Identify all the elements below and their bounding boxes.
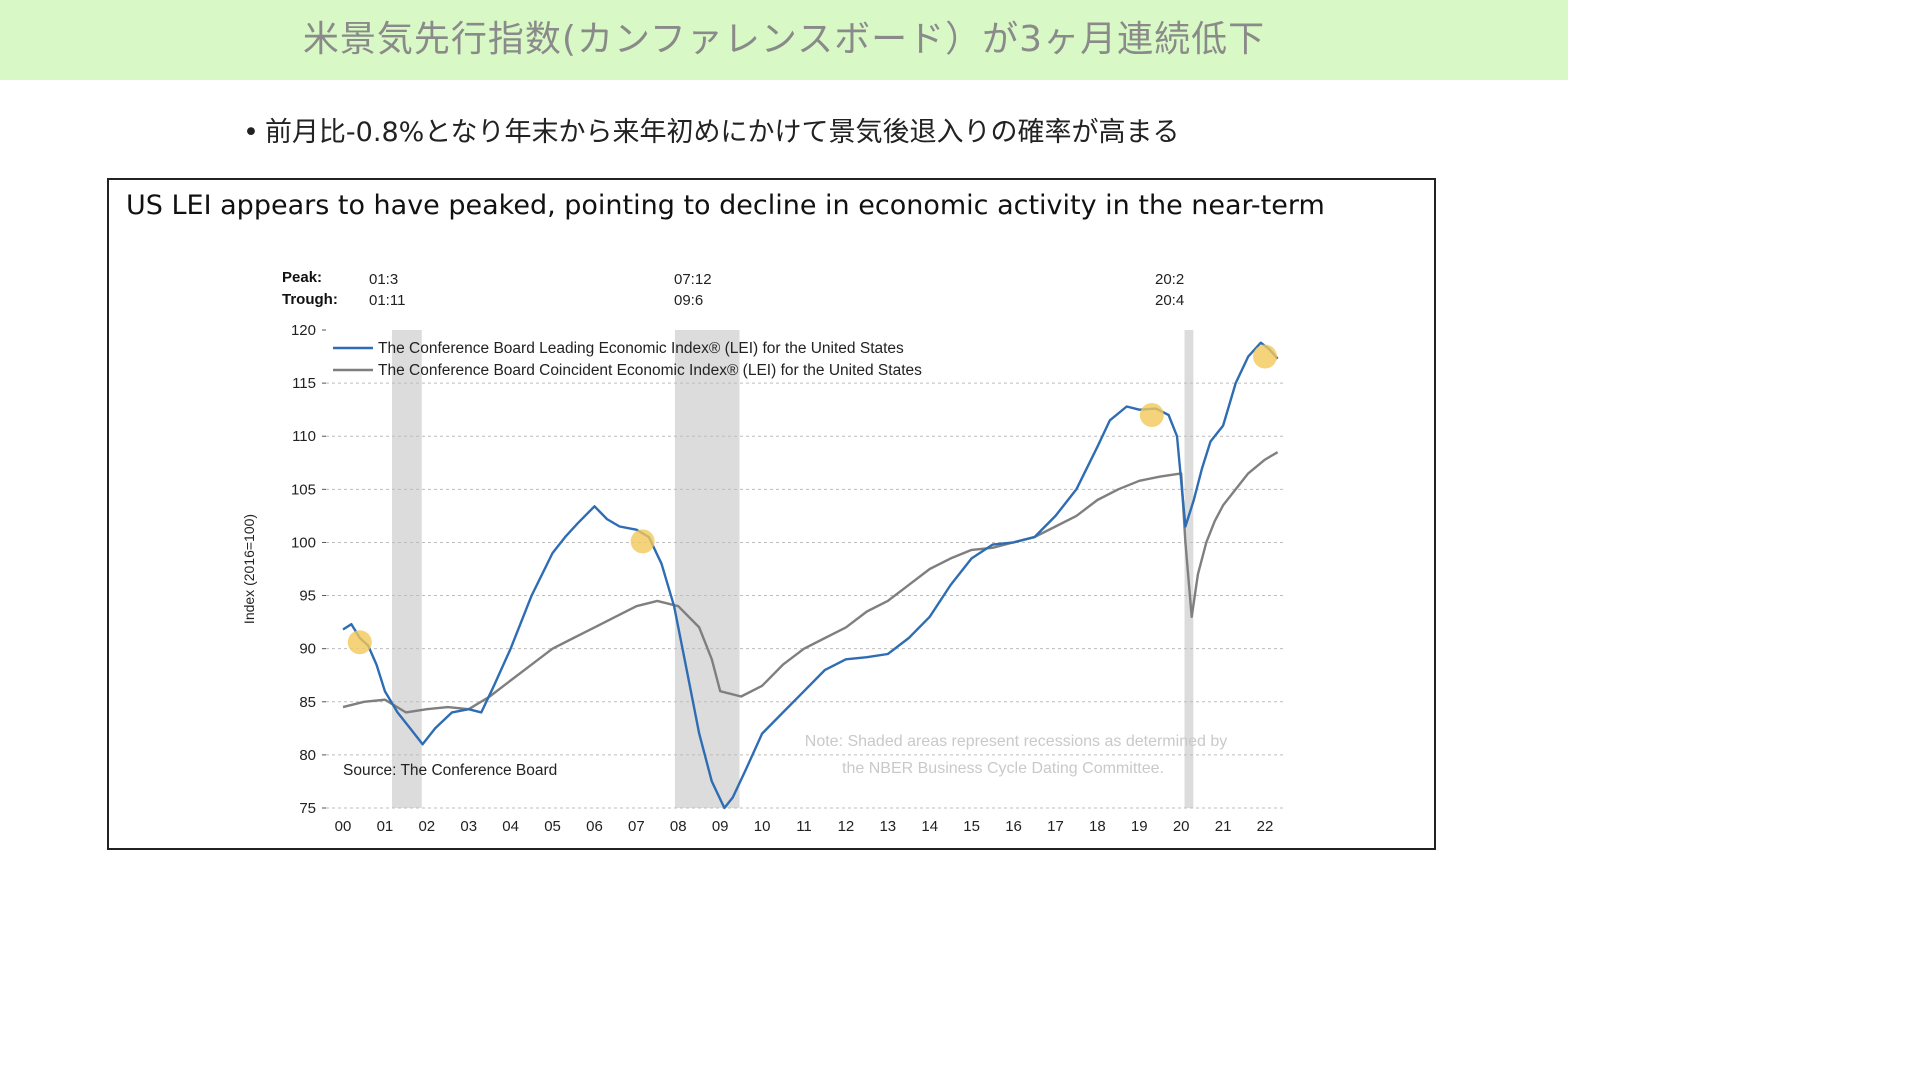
chart-frame bbox=[107, 178, 1436, 850]
slide-title: 米景気先行指数(カンファレンスボード）が3ヶ月連続低下 bbox=[302, 19, 1266, 60]
trough-date: 20:4 bbox=[1155, 292, 1184, 309]
x-tick-label: 16 bbox=[1005, 818, 1022, 835]
peak-label: Peak: bbox=[282, 269, 322, 286]
x-tick-label: 04 bbox=[502, 818, 519, 835]
y-tick-label: 100 bbox=[291, 534, 316, 551]
x-tick-label: 06 bbox=[586, 818, 603, 835]
x-tick-label: 10 bbox=[754, 818, 771, 835]
y-tick-label: 80 bbox=[299, 747, 316, 764]
highlight-marker bbox=[1139, 402, 1164, 427]
x-tick-label: 05 bbox=[544, 818, 561, 835]
bullet-text: 前月比-0.8%となり年末から来年初めにかけて景気後退入りの確率が高まる bbox=[264, 117, 1180, 148]
x-tick-label: 21 bbox=[1215, 818, 1232, 835]
x-tick-label: 01 bbox=[377, 818, 394, 835]
series-line bbox=[342, 451, 1279, 714]
header-banner: 米景気先行指数(カンファレンスボード）が3ヶ月連続低下 bbox=[0, 0, 1568, 80]
legend-entry: The Conference Board Coincident Economic… bbox=[378, 362, 922, 379]
x-tick-label: 02 bbox=[418, 818, 435, 835]
y-tick-label: 95 bbox=[299, 588, 316, 605]
recession-shade bbox=[392, 330, 422, 808]
x-tick-label: 12 bbox=[838, 818, 855, 835]
y-tick-label: 115 bbox=[292, 375, 316, 392]
recession-note: the NBER Business Cycle Dating Committee… bbox=[842, 760, 1164, 777]
highlight-marker bbox=[1253, 344, 1277, 369]
legend-entry: The Conference Board Leading Economic In… bbox=[378, 340, 904, 357]
recession-shade bbox=[674, 330, 740, 808]
x-tick-label: 15 bbox=[963, 818, 980, 835]
trough-date: 09:6 bbox=[674, 292, 703, 309]
highlight-marker bbox=[630, 529, 655, 554]
peak-date: 20:2 bbox=[1155, 271, 1184, 288]
source-note: Source: The Conference Board bbox=[343, 762, 557, 779]
x-tick-label: 03 bbox=[460, 818, 477, 835]
y-tick-label: 75 bbox=[299, 800, 316, 817]
highlight-marker bbox=[347, 630, 372, 655]
x-tick-label: 17 bbox=[1047, 818, 1064, 835]
trough-date: 01:11 bbox=[369, 292, 405, 309]
peak-date: 07:12 bbox=[674, 271, 712, 288]
peak-date: 01:3 bbox=[369, 271, 398, 288]
series-line bbox=[342, 341, 1279, 810]
y-tick-label: 85 bbox=[299, 694, 316, 711]
x-tick-label: 11 bbox=[796, 818, 812, 835]
y-tick-label: 90 bbox=[299, 641, 316, 658]
line-chart: 75 80 85 90 95 100 105 110 115 120 00 01 02 03 04 05 06 0… bbox=[241, 269, 1285, 835]
x-tick-label: 13 bbox=[879, 818, 896, 835]
bullet-marker: • bbox=[243, 117, 259, 148]
y-tick-label: 110 bbox=[292, 428, 316, 445]
x-tick-label: 20 bbox=[1173, 818, 1190, 835]
recession-shade bbox=[1184, 330, 1194, 808]
bullet-point: • 前月比-0.8%となり年末から来年初めにかけて景気後退入りの確率が高まる bbox=[243, 110, 1179, 149]
x-tick-label: 00 bbox=[335, 818, 352, 835]
y-tick-label: 105 bbox=[291, 481, 316, 498]
x-tick-label: 08 bbox=[670, 818, 687, 835]
x-tick-label: 18 bbox=[1089, 818, 1106, 835]
y-tick-label: 120 bbox=[291, 322, 316, 339]
x-tick-label: 09 bbox=[712, 818, 729, 835]
x-tick-label: 22 bbox=[1257, 818, 1274, 835]
recession-note: Note: Shaded areas represent recessions … bbox=[805, 733, 1227, 750]
x-tick-label: 14 bbox=[921, 818, 938, 835]
x-tick-label: 19 bbox=[1131, 818, 1148, 835]
x-tick-label: 07 bbox=[628, 818, 645, 835]
chart-title: US LEI appears to have peaked, pointing … bbox=[126, 190, 1325, 221]
y-axis-label: Index (2016=100) bbox=[241, 514, 257, 624]
trough-label: Trough: bbox=[282, 291, 338, 308]
